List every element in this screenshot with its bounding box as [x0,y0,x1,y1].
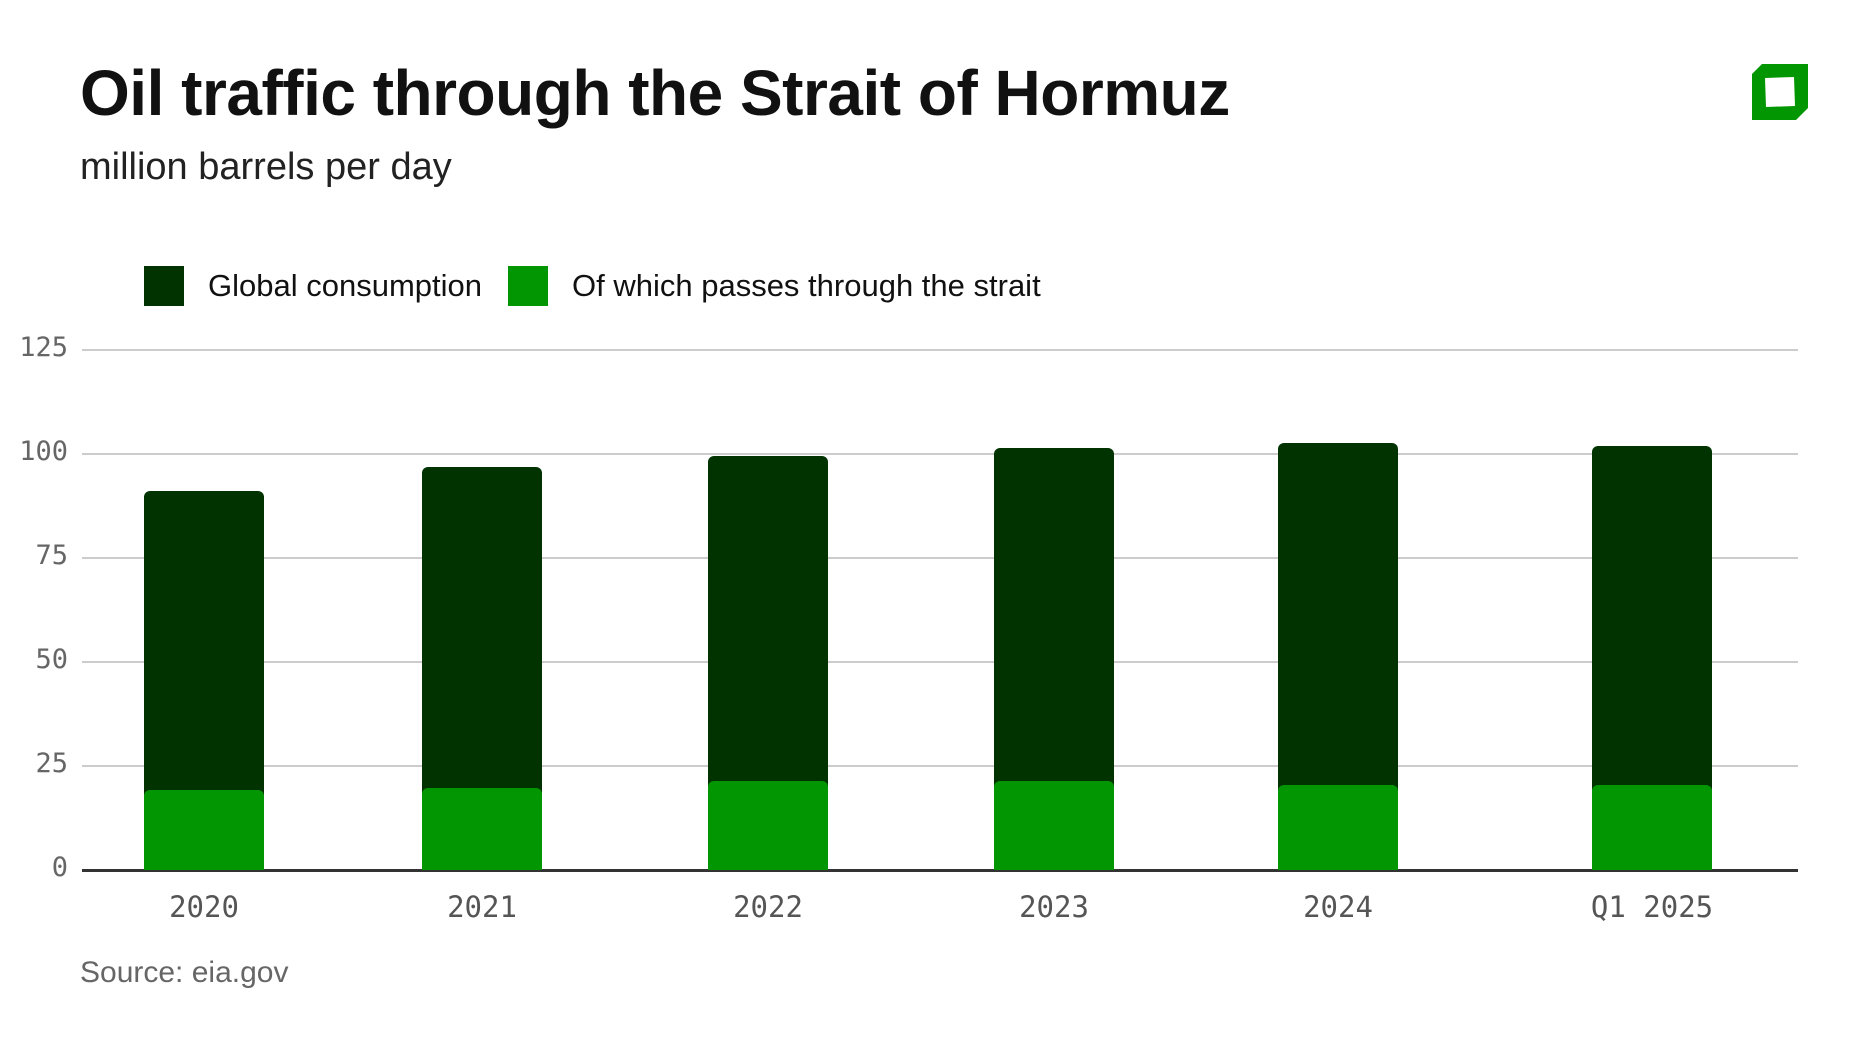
x-axis-tick-label: 2021 [447,890,517,924]
x-axis-tick-label: 2023 [1019,890,1089,924]
chart-title: Oil traffic through the Strait of Hormuz [80,57,1230,129]
bar-strait [144,790,264,870]
x-axis-tick-label: 2022 [733,890,803,924]
green-square-logo-icon [1752,64,1808,120]
y-axis-tick-label: 100 [19,436,68,467]
chart-subtitle: million barrels per day [80,146,452,188]
bar-strait [994,780,1114,870]
gridline [82,557,1798,559]
gridline [82,765,1798,767]
y-axis-tick-label: 75 [35,540,68,571]
x-axis-tick-label: 2024 [1303,890,1373,924]
y-axis-tick-label: 25 [35,748,68,779]
y-axis-tick-label: 0 [51,852,68,883]
bar-strait [1592,785,1712,870]
source-note: Source: eia.gov [80,956,289,989]
bar-strait [1278,785,1398,870]
y-axis-tick-label: 125 [19,332,68,363]
chart-legend: Global consumption Of which passes throu… [144,266,1067,306]
legend-swatch-global-consumption [144,266,184,306]
x-axis-tick-label: 2020 [169,890,239,924]
x-axis-tick-label: Q1 2025 [1590,890,1714,924]
gridline [82,349,1798,351]
y-axis-tick-label: 50 [35,644,68,675]
x-axis-baseline [82,869,1798,872]
bar-strait [422,788,542,870]
gridline [82,453,1798,455]
legend-label-global-consumption: Global consumption [208,268,482,303]
gridline [82,661,1798,663]
bar-strait [708,780,828,870]
legend-swatch-strait [508,266,548,306]
legend-label-strait: Of which passes through the strait [572,268,1041,303]
